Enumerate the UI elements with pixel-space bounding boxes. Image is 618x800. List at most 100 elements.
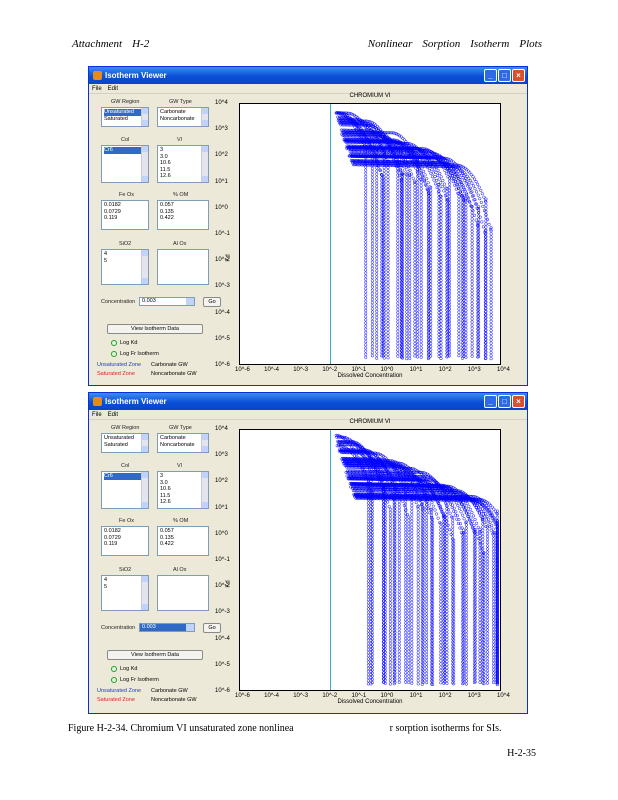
list-item[interactable]: 0.422 xyxy=(160,215,174,221)
data-point xyxy=(400,197,405,201)
scrollbar[interactable] xyxy=(201,146,208,182)
concentration-dropdown[interactable]: 0.003 xyxy=(139,297,195,306)
fe-ox-listbox[interactable]: 0.0182 0.0729 0.119 xyxy=(101,526,149,556)
list-item[interactable]: 0.135 xyxy=(160,534,174,541)
list-item[interactable]: 11.5 xyxy=(160,166,171,173)
data-point xyxy=(439,260,443,264)
chevron-down-icon[interactable] xyxy=(186,624,194,631)
data-point xyxy=(445,352,449,356)
log-kd-radio[interactable]: Log Kd xyxy=(111,666,137,672)
list-item[interactable]: 12.6 xyxy=(160,499,171,505)
list-item[interactable]: 0.119 xyxy=(104,215,118,221)
scrollbar[interactable] xyxy=(201,434,208,452)
list-item[interactable]: Unsaturated xyxy=(104,109,146,116)
list-item[interactable]: 3.0 xyxy=(160,153,168,160)
data-point xyxy=(416,239,420,243)
view-isotherm-button[interactable]: View Isotherm Data xyxy=(107,324,203,334)
list-item[interactable]: 0.0729 xyxy=(104,534,121,541)
vl-listbox[interactable]: 3 3.0 10.6 11.5 12.6 xyxy=(157,471,209,509)
chevron-down-icon[interactable] xyxy=(186,298,194,305)
title-bar[interactable]: Isotherm Viewer _ □ × xyxy=(89,67,527,84)
data-point xyxy=(364,315,368,319)
list-item[interactable]: 3 xyxy=(160,473,164,479)
list-item[interactable]: 11.5 xyxy=(160,492,171,499)
list-item[interactable]: Unsaturated xyxy=(104,435,134,441)
close-button[interactable]: × xyxy=(512,395,525,408)
list-item[interactable]: 4 xyxy=(104,577,108,583)
log-fr-isotherm-radio[interactable]: Log Fr Isotherm xyxy=(111,351,159,357)
data-point xyxy=(484,219,488,223)
minimize-button[interactable]: _ xyxy=(484,395,497,408)
list-item[interactable]: 0.422 xyxy=(160,541,174,547)
maximize-button[interactable]: □ xyxy=(498,395,511,408)
om-listbox[interactable]: 0.057 0.135 0.422 xyxy=(157,526,209,556)
gw-region-listbox[interactable]: Unsaturated Saturated xyxy=(101,433,149,453)
log-fr-isotherm-radio[interactable]: Log Fr Isotherm xyxy=(111,677,159,683)
list-item[interactable]: Cr6 xyxy=(104,473,146,480)
go-button[interactable]: Go xyxy=(203,297,221,307)
go-button[interactable]: Go xyxy=(203,623,221,633)
list-item[interactable]: Saturated xyxy=(104,115,128,122)
menu-file[interactable]: File xyxy=(92,86,102,92)
vl-listbox[interactable]: 3 3.0 10.6 11.5 12.6 xyxy=(157,145,209,183)
data-point xyxy=(413,207,417,211)
view-isotherm-button[interactable]: View Isotherm Data xyxy=(107,650,203,660)
col-listbox[interactable]: Cr6 xyxy=(101,145,149,183)
log-kd-radio[interactable]: Log Kd xyxy=(111,340,137,346)
scrollbar[interactable] xyxy=(141,472,148,508)
menu-edit[interactable]: Edit xyxy=(107,412,119,418)
list-item[interactable]: 0.057 xyxy=(160,202,174,208)
minimize-button[interactable]: _ xyxy=(484,69,497,82)
scrollbar[interactable] xyxy=(141,146,148,182)
close-button[interactable]: × xyxy=(512,69,525,82)
list-item[interactable]: 0.0182 xyxy=(104,528,121,534)
list-item[interactable]: 5 xyxy=(104,583,108,590)
list-item[interactable]: Carbonate xyxy=(160,109,186,115)
list-item[interactable]: 3 xyxy=(160,147,164,153)
gw-region-listbox[interactable]: Unsaturated Saturated xyxy=(101,107,149,127)
data-point xyxy=(429,242,433,246)
list-item[interactable]: Carbonate xyxy=(160,435,186,441)
list-item[interactable]: Cr6 xyxy=(104,147,146,154)
fe-ox-listbox[interactable]: 0.0182 0.0729 0.119 xyxy=(101,200,149,230)
om-listbox[interactable]: 0.057 0.135 0.422 xyxy=(157,200,209,230)
menu-file[interactable]: File xyxy=(92,412,102,418)
list-item[interactable]: 10.6 xyxy=(160,486,171,492)
data-point xyxy=(484,234,488,239)
scrollbar[interactable] xyxy=(141,576,148,610)
data-point xyxy=(480,192,484,196)
list-item[interactable]: 10.6 xyxy=(160,160,171,166)
list-item[interactable]: 4 xyxy=(104,251,108,257)
list-item[interactable]: 0.0182 xyxy=(104,202,121,208)
list-item[interactable]: 0.0729 xyxy=(104,208,121,215)
list-item[interactable]: 12.6 xyxy=(160,173,171,179)
scrollbar[interactable] xyxy=(141,108,148,126)
list-item[interactable]: 5 xyxy=(104,257,108,264)
list-item[interactable]: Noncarbonate xyxy=(160,441,195,448)
gw-type-listbox[interactable]: Carbonate Noncarbonate xyxy=(157,433,209,453)
data-point xyxy=(470,354,474,358)
data-point xyxy=(350,134,354,138)
scrollbar[interactable] xyxy=(141,434,148,452)
col-listbox[interactable]: Cr6 xyxy=(101,471,149,509)
menu-edit[interactable]: Edit xyxy=(107,86,119,92)
gw-type-listbox[interactable]: Carbonate Noncarbonate xyxy=(157,107,209,127)
scrollbar[interactable] xyxy=(201,108,208,126)
maximize-button[interactable]: □ xyxy=(498,69,511,82)
concentration-dropdown[interactable]: 0.003 xyxy=(139,623,195,632)
scrollbar[interactable] xyxy=(141,250,148,284)
list-item[interactable]: 0.119 xyxy=(104,541,118,547)
list-item[interactable]: 0.057 xyxy=(160,528,174,534)
list-item[interactable]: Saturated xyxy=(104,441,128,448)
data-point xyxy=(467,176,471,180)
data-point xyxy=(370,515,374,519)
title-bar[interactable]: Isotherm Viewer _ □ × xyxy=(89,393,527,410)
al-ox-listbox[interactable] xyxy=(157,575,209,611)
list-item[interactable]: Noncarbonate xyxy=(160,115,195,122)
scrollbar[interactable] xyxy=(201,472,208,508)
list-item[interactable]: 3.0 xyxy=(160,479,168,486)
al-ox-listbox[interactable] xyxy=(157,249,209,285)
list-item[interactable]: 0.135 xyxy=(160,208,174,215)
